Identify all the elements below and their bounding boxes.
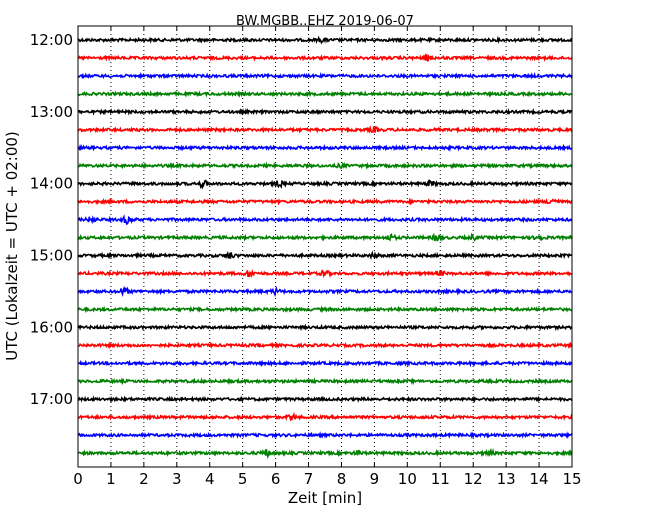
x-tick-label: 13 — [497, 470, 516, 488]
trace-14:15 — [77, 197, 573, 206]
trace-12:30 — [77, 71, 573, 80]
x-tick-label: 0 — [73, 470, 83, 488]
trace-17:45 — [77, 448, 573, 460]
x-axis-label: Zeit [min] — [288, 489, 362, 507]
trace-14:45 — [77, 232, 573, 242]
y-tick-label: 13:00 — [30, 103, 73, 121]
x-tick-label: 3 — [172, 470, 182, 488]
trace-15:15 — [77, 268, 573, 279]
trace-17:15 — [77, 411, 573, 422]
x-tick-label: 4 — [205, 470, 215, 488]
y-tick-label: 17:00 — [30, 390, 73, 408]
y-axis-label: UTC (Lokalzeit = UTC + 02:00) — [3, 131, 21, 361]
trace-17:30 — [77, 431, 573, 440]
x-tick-label: 10 — [398, 470, 417, 488]
y-tick-label: 15:00 — [30, 247, 73, 265]
trace-13:45 — [77, 161, 573, 170]
x-axis-ticks: 0 1 2 3 4 5 6 7 8 9 10 11 12 13 14 15 — [73, 26, 582, 488]
grid — [110, 26, 540, 467]
y-axis-ticks: 12:00 13:00 14:00 15:00 16:00 17:00 — [30, 31, 572, 408]
x-tick-label: 15 — [562, 470, 581, 488]
x-tick-label: 5 — [238, 470, 248, 488]
trace-15:45 — [77, 305, 572, 314]
trace-12:45 — [77, 89, 573, 98]
trace-15:30 — [77, 285, 573, 298]
traces — [77, 35, 573, 460]
trace-12:15 — [78, 53, 573, 62]
x-tick-label: 2 — [139, 470, 149, 488]
trace-17:00 — [77, 395, 573, 404]
y-tick-label: 14:00 — [30, 175, 73, 193]
trace-16:45 — [77, 377, 573, 386]
trace-13:15 — [77, 124, 573, 134]
trace-16:00 — [77, 323, 573, 332]
y-tick-label: 12:00 — [30, 31, 73, 49]
x-tick-label: 14 — [530, 470, 549, 488]
trace-13:00 — [77, 107, 573, 116]
x-tick-label: 12 — [464, 470, 483, 488]
plot-frame — [77, 25, 573, 468]
trace-13:30 — [77, 143, 573, 152]
chart-title: BW.MGBB..EHZ 2019-06-07 — [236, 14, 414, 29]
x-tick-label: 9 — [370, 470, 380, 488]
x-tick-label: 1 — [106, 470, 116, 488]
x-tick-label: 11 — [431, 470, 450, 488]
trace-15:00 — [77, 250, 573, 260]
trace-16:15 — [77, 341, 573, 350]
trace-16:30 — [77, 359, 573, 368]
x-tick-label: 7 — [304, 470, 314, 488]
trace-14:30 — [77, 214, 573, 225]
trace-14:00 — [77, 179, 573, 190]
x-tick-label: 6 — [271, 470, 281, 488]
y-tick-label: 16:00 — [30, 318, 73, 336]
x-tick-label: 8 — [337, 470, 347, 488]
trace-12:00 — [77, 35, 573, 45]
